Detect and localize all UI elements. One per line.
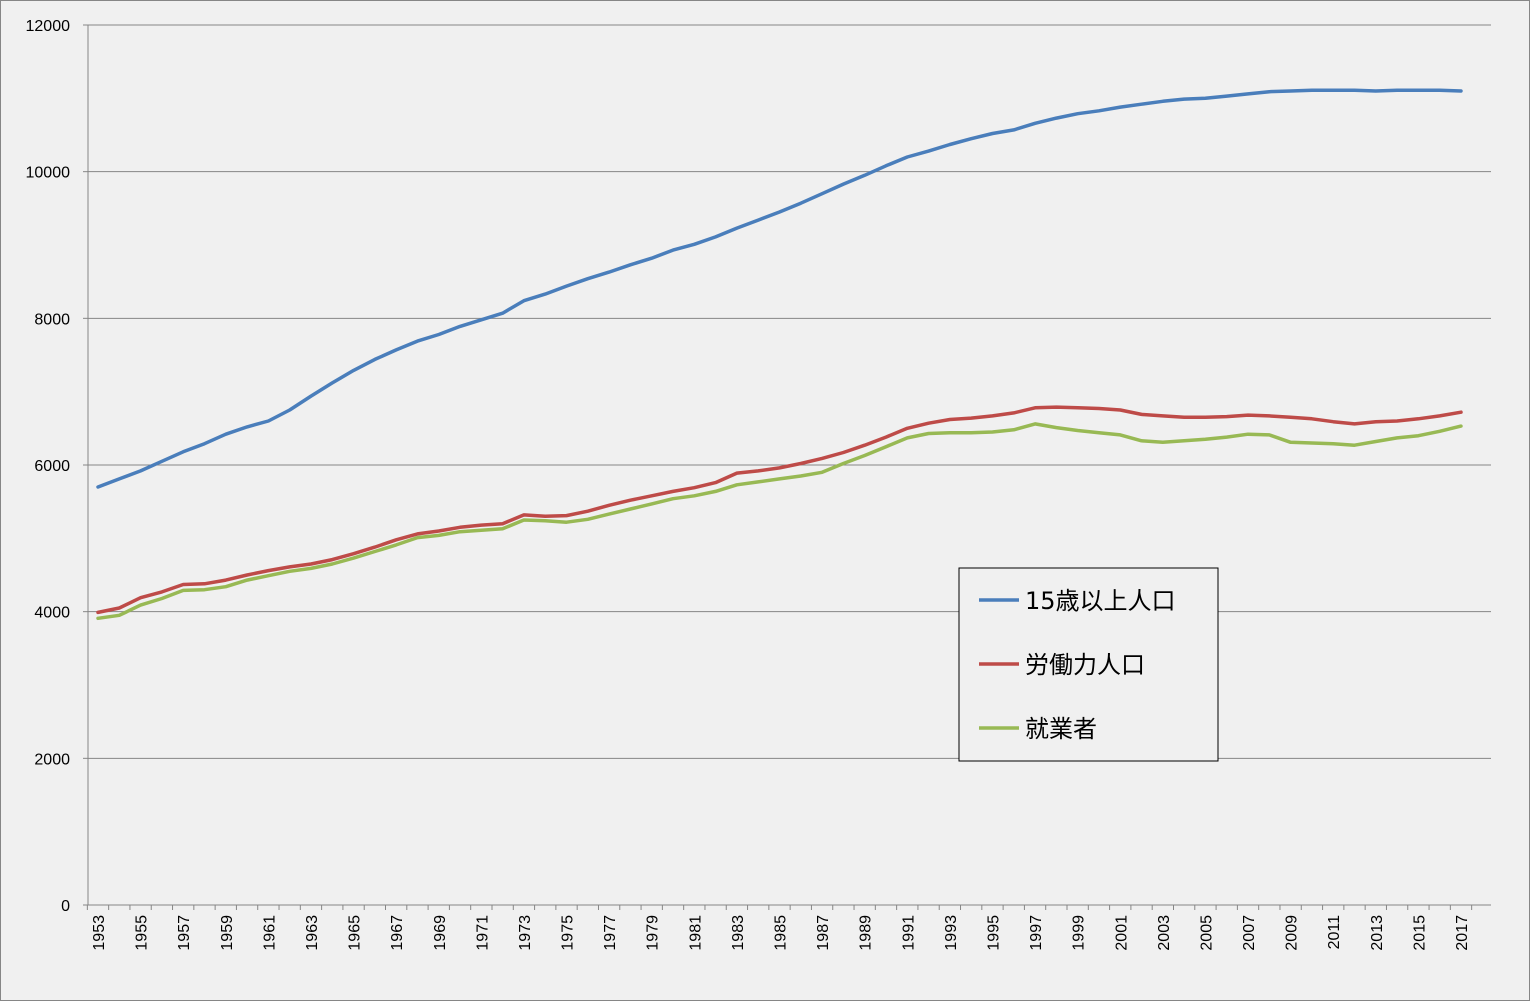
y-tick-label: 12000 (26, 18, 71, 35)
y-tick-label: 2000 (34, 751, 70, 768)
x-tick-label: 1977 (602, 915, 619, 951)
y-tick-label: 4000 (34, 605, 70, 622)
y-tick-label: 0 (61, 898, 70, 915)
x-tick-label: 1953 (91, 915, 108, 951)
x-tick-label: 1981 (687, 915, 704, 951)
x-tick-label: 1997 (1028, 915, 1045, 951)
y-tick-labels: 0 2000 4000 6000 8000 10000 12000 (26, 18, 71, 915)
legend-label-2: 就業者 (1025, 715, 1097, 743)
x-tick-label: 1993 (943, 915, 960, 951)
x-tick-label: 1957 (176, 915, 193, 951)
x-tick-labels: 1953 1955 1957 1959 1961 1963 1965 1967 1969 1971… (91, 915, 1471, 951)
x-tick-label: 2003 (1156, 915, 1173, 951)
x-tick-label: 1961 (261, 915, 278, 951)
gridlines (88, 24, 1491, 759)
x-tick-label: 2015 (1411, 915, 1428, 951)
x-tick-label: 2001 (1113, 915, 1130, 951)
x-tick-label: 1955 (134, 915, 151, 951)
y-tick-label: 8000 (34, 311, 70, 328)
series-line-2 (96, 422, 1463, 621)
x-tick-label: 1959 (219, 915, 236, 951)
x-tick-label: 2007 (1241, 915, 1258, 951)
axes (83, 24, 1491, 910)
x-tick-label: 1995 (985, 915, 1002, 951)
x-tick-label: 1991 (900, 915, 917, 951)
x-tick-label: 1985 (773, 915, 790, 951)
x-tick-label: 1987 (815, 915, 832, 951)
x-tick-label: 1979 (645, 915, 662, 951)
x-tick-label: 1983 (730, 915, 747, 951)
x-tick-label: 2005 (1198, 915, 1215, 951)
series-line-1 (96, 405, 1463, 615)
x-tick-label: 1975 (560, 915, 577, 951)
x-tick-label: 2017 (1454, 915, 1471, 951)
legend-label-0: 15歳以上人口 (1025, 587, 1176, 615)
series-lines (96, 88, 1463, 621)
x-tick-label: 1989 (858, 915, 875, 951)
x-tick-label: 1999 (1071, 915, 1088, 951)
x-tick-label: 2011 (1326, 915, 1343, 950)
series-line-0 (96, 88, 1463, 489)
x-tick-label: 1973 (517, 915, 534, 951)
x-tick-label: 2009 (1284, 915, 1301, 951)
y-tick-label: 10000 (26, 165, 71, 182)
x-tick-label: 1969 (432, 915, 449, 951)
x-tick-label: 2013 (1369, 915, 1386, 951)
x-tick-label: 1965 (347, 915, 364, 951)
x-tick-label: 1963 (304, 915, 321, 951)
legend-label-1: 労働力人口 (1025, 651, 1145, 679)
x-tick-label: 1971 (474, 915, 491, 951)
y-tick-label: 6000 (34, 458, 70, 475)
x-tick-label: 1967 (389, 915, 406, 951)
